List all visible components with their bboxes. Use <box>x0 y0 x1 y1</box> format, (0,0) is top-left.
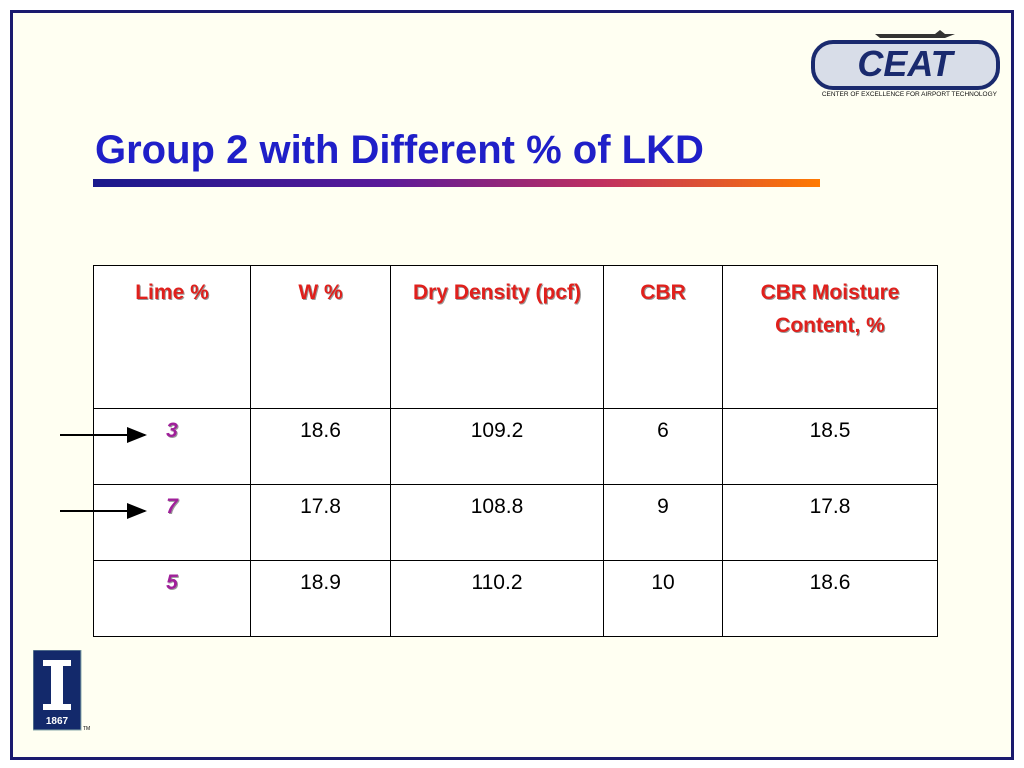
table-cell: 17.8 <box>250 484 391 561</box>
table-cell: 18.5 <box>722 408 938 485</box>
logo-caption: CENTER OF EXCELLENCE FOR AIRPORT TECHNOL… <box>822 91 998 98</box>
table-row: 7 17.8 108.8 9 17.8 <box>93 484 938 561</box>
table-cell: 6 <box>603 408 723 485</box>
table-cell: 17.8 <box>722 484 938 561</box>
ceat-logo: CEAT CENTER OF EXCELLENCE FOR AIRPORT TE… <box>811 30 1000 98</box>
column-header: Lime % <box>93 265 251 409</box>
trademark: TM <box>83 726 90 732</box>
header-row: Lime % W % Dry Density (pcf) CBR CBR Moistur… <box>93 265 938 409</box>
table-cell: 109.2 <box>390 408 604 485</box>
arrows <box>60 427 147 519</box>
table-row: 3 18.6 109.2 6 18.5 <box>93 408 938 485</box>
title: Group 2 with Different % of LKD <box>95 128 704 172</box>
table-cell: 108.8 <box>390 484 604 561</box>
table-cell: 18.6 <box>722 560 938 637</box>
table-row: 5 18.9 110.2 10 18.6 <box>93 560 938 637</box>
table-cell: 7 <box>93 484 251 561</box>
table-cell: 110.2 <box>390 560 604 637</box>
data-table: Lime % W % Dry Density (pcf) CBR CBR Moistur… <box>93 265 938 637</box>
title-underline <box>93 179 820 187</box>
column-header: CBR Moisture Content, % <box>722 265 938 409</box>
logo-text: CEAT <box>857 43 955 84</box>
illinois-logo: 1867 TM <box>33 650 90 732</box>
column-header: CBR <box>603 265 723 409</box>
column-header: W % <box>250 265 391 409</box>
column-header: Dry Density (pcf) <box>390 265 604 409</box>
table-cell: 18.9 <box>250 560 391 637</box>
table-cell: 18.6 <box>250 408 391 485</box>
table-cell: 9 <box>603 484 723 561</box>
year: 1867 <box>46 716 69 727</box>
table-cell: 5 <box>93 560 251 637</box>
table-cell: 10 <box>603 560 723 637</box>
